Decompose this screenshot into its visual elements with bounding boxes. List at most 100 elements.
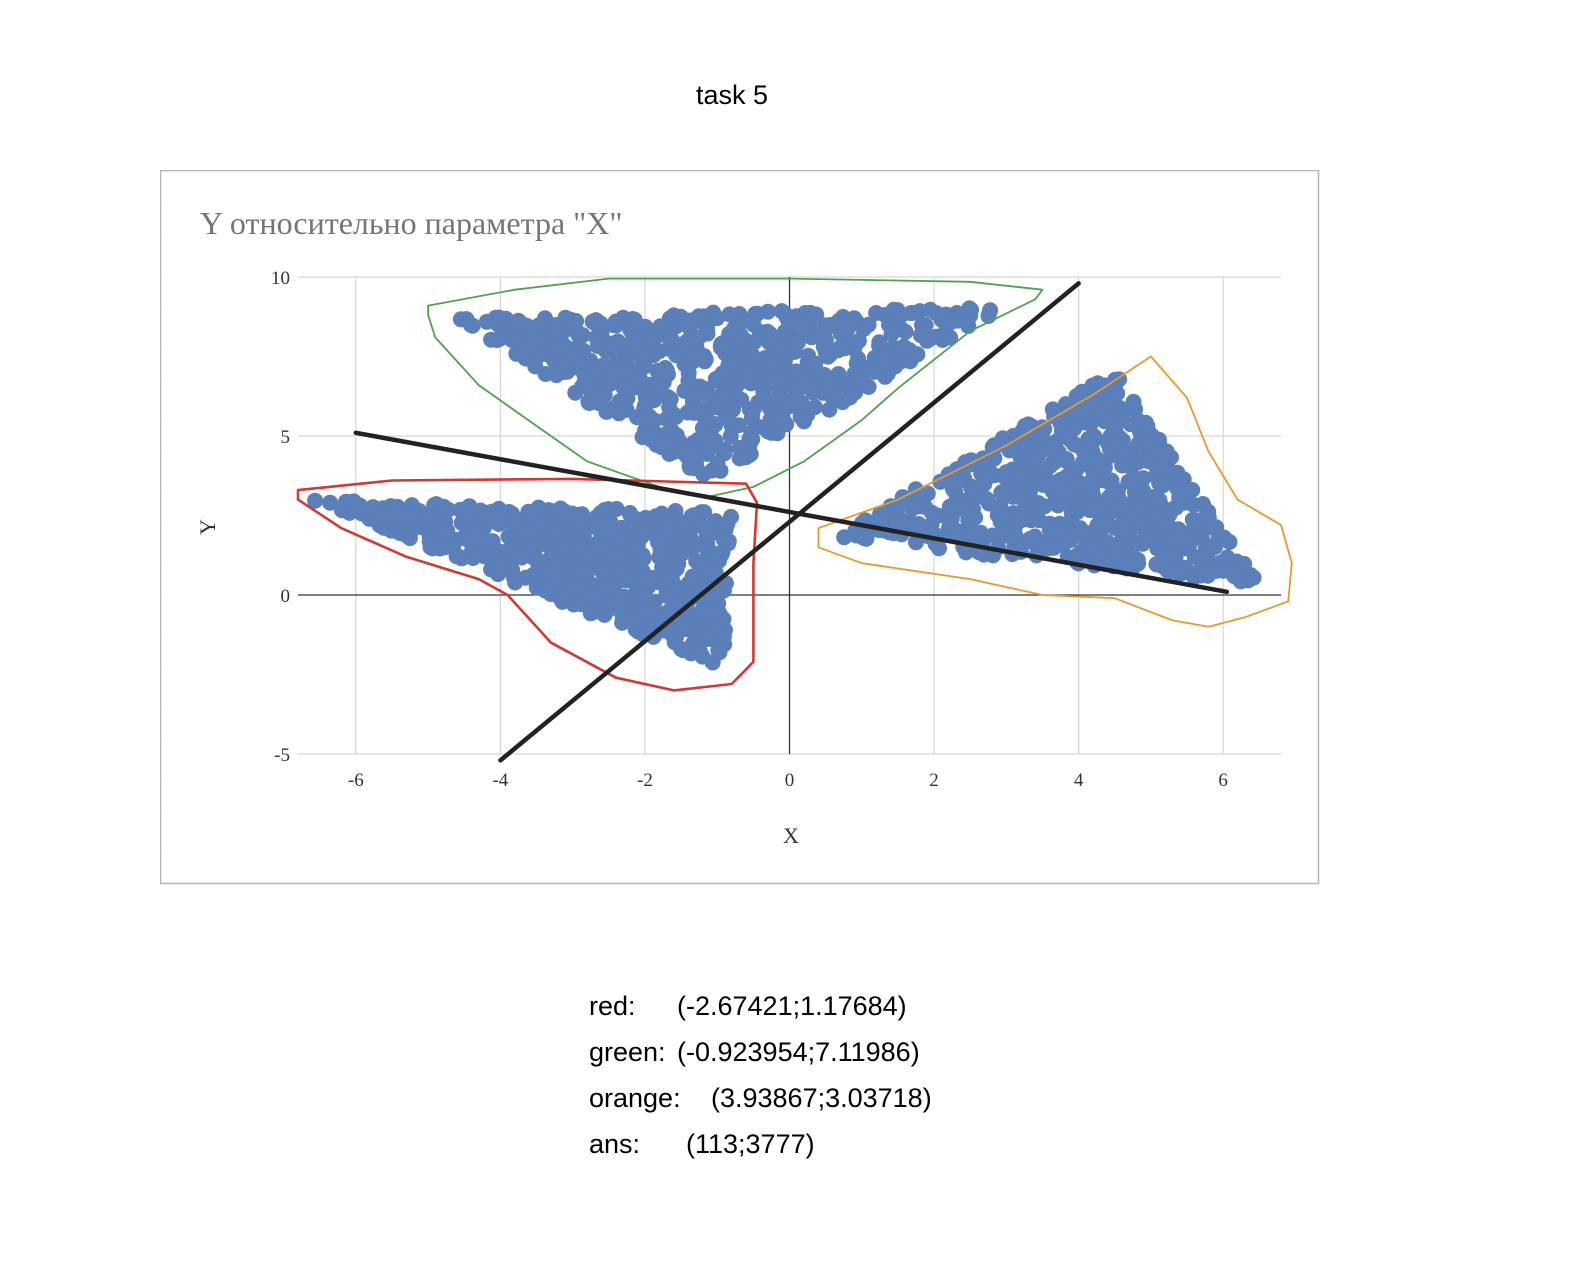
scatter-point [1165,532,1182,549]
scatter-point [634,586,650,603]
scatter-point [699,325,716,342]
scatter-point [879,365,896,382]
scatter-point [866,363,883,380]
scatter-point [802,304,819,321]
scatter-point [1136,533,1153,549]
scatter-point [693,603,710,620]
scatter-point [801,379,818,396]
scatter-point [1159,549,1176,565]
scatter-point [893,307,910,324]
scatter-point [782,317,799,334]
x-tick-label: 0 [785,770,795,791]
scatter-point [1028,449,1045,465]
scatter-point [603,343,619,360]
y-tick-label: -5 [274,745,290,766]
scatter-point [1082,395,1099,412]
x-tick-label: 6 [1218,770,1228,791]
scatter-point [723,508,739,525]
scatter-point [1184,482,1201,498]
scatter-point [1017,417,1033,434]
scatter-point [640,384,656,401]
scatter-point [772,389,789,406]
scatter-point [591,390,608,407]
scatter-point [631,370,648,387]
result-value: (-2.67421;1.17684) [677,991,907,1021]
scatter-point [993,484,1010,501]
y-axis-label: Y [195,519,220,535]
scatter-point [662,407,679,424]
scatter-point [424,540,441,557]
scatter-point [931,540,947,557]
x-tick-label: -6 [348,770,364,791]
outline-red [296,477,759,692]
chart-title: Y относительно параметра "X" [200,205,622,241]
scatter-point [1221,534,1238,550]
scatter-point [995,521,1012,538]
scatter-point [737,367,754,383]
scatter-point [393,507,410,524]
scatter-chart: Y относительно параметра "X" -6 -4 -2 0 2 4 6-… [160,170,1320,885]
results-list: red: (-2.67421;1.17684) green: (-0.923954;… [589,986,932,1170]
scatter-point [608,401,625,418]
scatter-point [663,422,680,439]
scatter-point [436,539,453,556]
scatter-point [886,320,902,337]
scatter-point [636,397,653,414]
scatter-point [773,303,790,320]
scatter-point [628,511,645,528]
scatter-point [1109,385,1126,402]
scatter-point [554,587,571,604]
scatter-point [680,365,697,381]
scatter-point [1148,489,1165,506]
scatter-point [1076,443,1093,460]
chart-frame: Y относительно параметра "X" -6 -4 -2 0 2 4 6-… [160,170,1320,885]
scatter-point [665,334,682,351]
scatter-point [909,346,926,363]
scatter-point [544,503,561,520]
scatter-point [1000,506,1017,523]
scatter-point [683,508,700,525]
scatter-point [591,331,607,347]
scatter-point [322,494,339,511]
tick-labels: -6 -4 -2 0 2 4 6 -5 0 5 10 [271,268,1228,791]
scatter-point [557,309,574,326]
scatter-point [508,331,525,348]
scatter-point [1139,418,1156,435]
scatter-point [1185,497,1202,514]
result-ans: ans: (113;3777) [589,1124,932,1170]
scatter-point [704,389,720,406]
scatter-point [981,304,998,321]
scatter-point [661,310,678,327]
scatter-point [1035,476,1052,493]
scatter-point [1125,469,1142,486]
scatter-point [407,505,424,522]
scatter-point [942,329,959,346]
scatter-point [1108,433,1125,450]
scatter-point [662,571,679,588]
scatter-point [1139,452,1156,469]
scatter-point [712,338,729,355]
scatter-point [1123,506,1140,523]
result-green: green: (-0.923954;7.11986) [589,1032,932,1078]
scatter-point [607,313,624,330]
scatter-point [607,597,624,613]
cluster-points-green [452,300,999,483]
scatter-point [806,399,823,416]
scatter-point [607,365,624,382]
scatter-point [660,439,677,456]
x-tick-label: -2 [637,770,653,791]
scatter-point [647,603,664,620]
scatter-point [1193,560,1210,577]
data-points [307,300,1262,671]
scatter-point [932,473,949,490]
scatter-point [635,525,652,542]
scatter-point [1224,562,1241,579]
scatter-point [860,378,877,395]
scatter-point [642,572,659,589]
outline-green [427,277,1044,498]
result-red: red: (-2.67421;1.17684) [589,986,932,1032]
scatter-point [307,492,324,509]
result-label: green: [589,1037,666,1067]
scatter-point [997,470,1014,487]
scatter-point [821,401,838,418]
